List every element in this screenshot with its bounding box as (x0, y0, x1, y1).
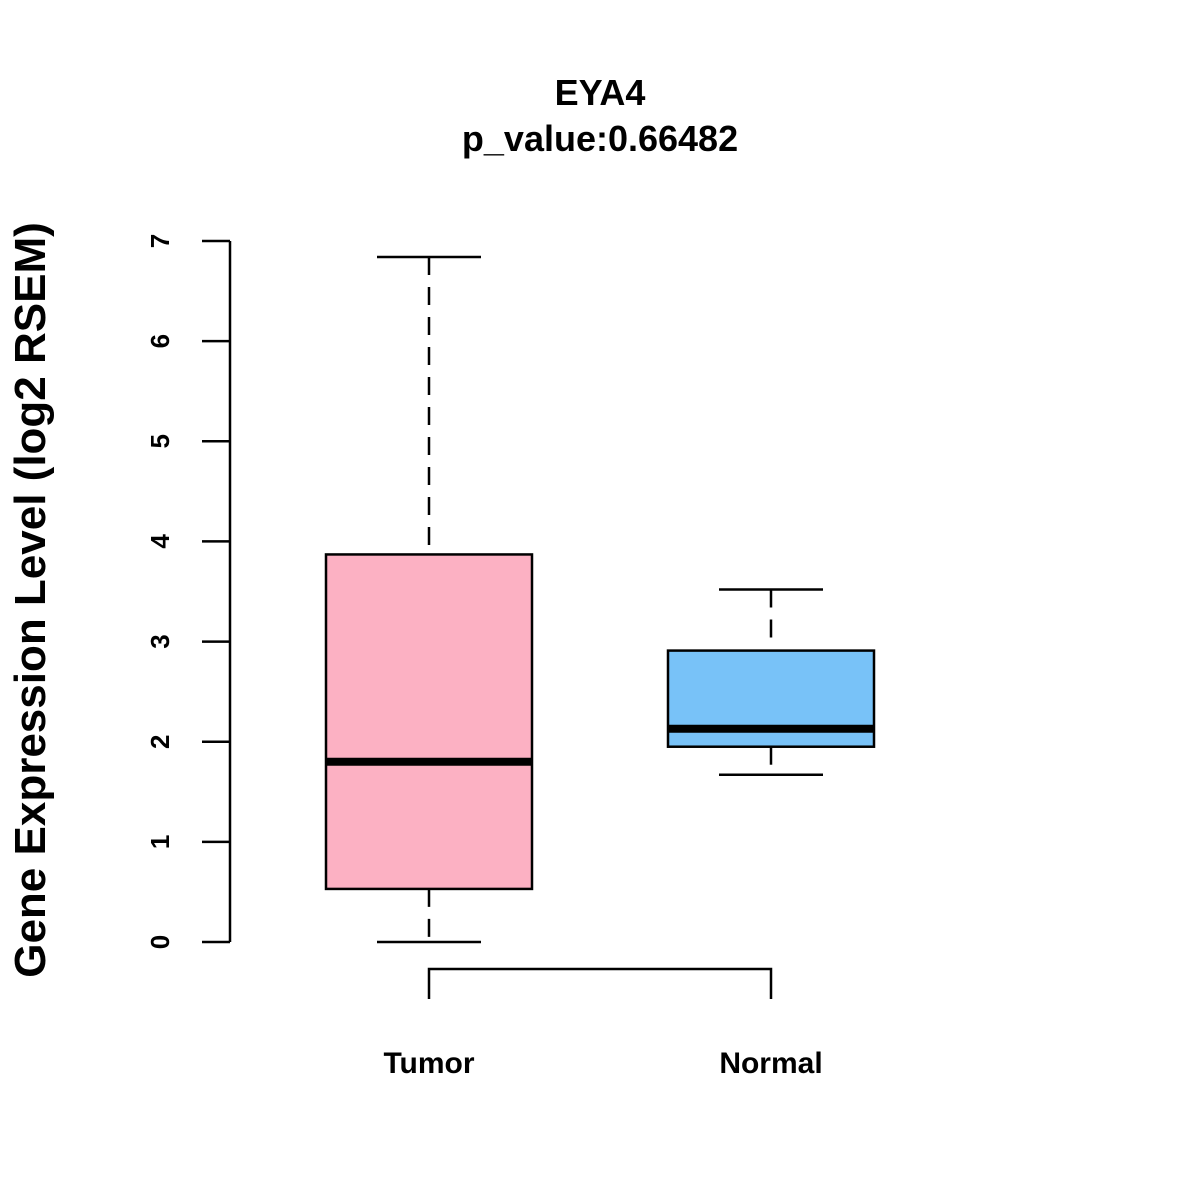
y-tick-label: 7 (145, 234, 175, 248)
y-tick-label: 2 (145, 734, 175, 748)
interquartile-box (324, 553, 534, 891)
y-tick-label: 4 (145, 534, 175, 549)
boxes-group (324, 255, 876, 944)
chart-subtitle: p_value:0.66482 (462, 118, 738, 159)
comparison-bracket (427, 967, 773, 999)
box-normal (666, 588, 876, 777)
y-tick-label: 5 (145, 434, 175, 448)
x-category-labels: Tumor Normal (383, 1047, 822, 1080)
y-tick-label: 6 (145, 334, 175, 348)
x-category-label: Tumor (383, 1047, 474, 1080)
box-tumor (324, 255, 534, 944)
x-category-label: Normal (719, 1047, 822, 1080)
chart-title: EYA4 (555, 72, 646, 113)
bracket-line (427, 967, 773, 999)
y-axis: 0 1 2 3 4 5 6 7 (145, 234, 232, 949)
y-tick-label: 3 (145, 634, 175, 648)
y-tick-label: 0 (145, 935, 175, 949)
y-axis-label: Gene Expression Level (log2 RSEM) (6, 222, 55, 978)
y-tick-label: 1 (145, 835, 175, 849)
